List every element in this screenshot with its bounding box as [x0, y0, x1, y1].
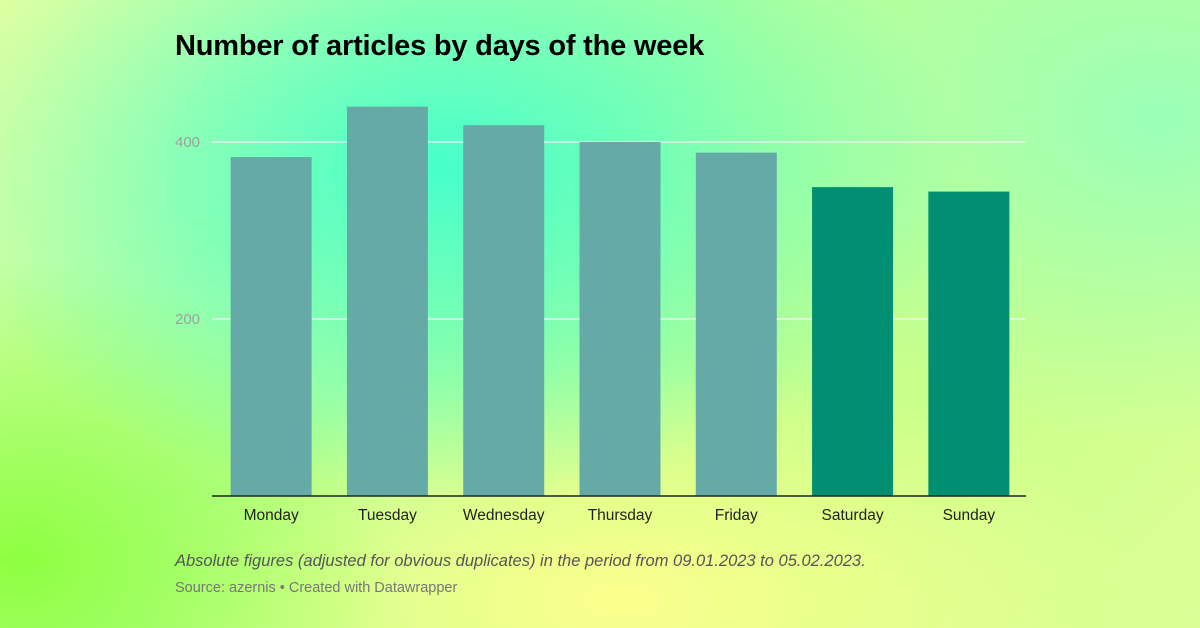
bar: [463, 125, 545, 496]
bar: [579, 142, 661, 496]
x-tick-label: Wednesday: [463, 507, 545, 524]
x-tick-label: Monday: [244, 507, 299, 524]
bar: [928, 191, 1010, 496]
bar: [346, 106, 428, 496]
bar: [812, 187, 894, 496]
chart-source: Source: azernis • Created with Datawrapp…: [175, 580, 458, 596]
x-tick-label: Saturday: [822, 507, 884, 524]
x-tick-label: Sunday: [943, 507, 996, 524]
chart-note: Absolute figures (adjusted for obvious d…: [175, 552, 866, 570]
x-tick-label: Thursday: [588, 507, 653, 524]
y-tick-label: 400: [175, 134, 200, 151]
x-tick-label: Tuesday: [358, 507, 417, 524]
x-tick-label: Friday: [715, 507, 758, 524]
chart-title: Number of articles by days of the week: [175, 30, 705, 62]
bar: [230, 157, 312, 497]
bar: [695, 152, 777, 496]
y-tick-label: 200: [175, 311, 200, 328]
